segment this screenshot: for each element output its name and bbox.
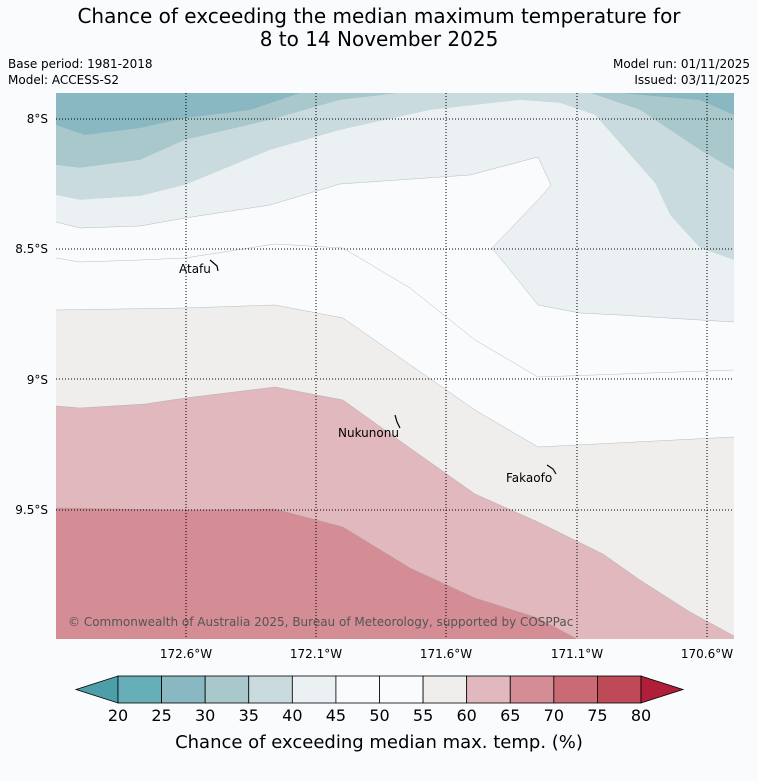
colorbar-segment: [204, 675, 250, 704]
graticule: [56, 93, 734, 639]
atoll-markers: [209, 259, 557, 475]
lon-label-171-6: 171.6°W: [420, 647, 472, 661]
nukunonu-marker: [394, 414, 401, 429]
colorbar-tick-label: 60: [456, 706, 476, 725]
lon-label-171-1: 171.1°W: [551, 647, 603, 661]
colorbar-tick-label: 30: [195, 706, 215, 725]
lon-label-172-6: 172.6°W: [160, 647, 212, 661]
band-40-45: [56, 100, 734, 322]
place-label-atafu: Atafu: [179, 262, 211, 276]
meta-right: Model run: 01/11/2025 Issued: 03/11/2025: [613, 56, 750, 88]
base-period: Base period: 1981-2018: [8, 57, 153, 71]
colorbar-tick-label: 75: [587, 706, 607, 725]
colorbar-tick-label: 80: [631, 706, 651, 725]
colorbar-segment: [379, 675, 424, 704]
atafu-marker: [209, 259, 219, 272]
colorbar-over-arrow: [640, 675, 685, 704]
place-label-fakaofo: Fakaofo: [506, 471, 552, 485]
copyright-text: © Commonwealth of Australia 2025, Bureau…: [68, 615, 573, 629]
lon-label-172-1: 172.1°W: [290, 647, 342, 661]
band-25-30: [56, 93, 734, 135]
colorbar-segment: [509, 675, 555, 704]
colorbar-segment: [248, 675, 293, 704]
colorbar-segment: [291, 675, 337, 704]
colorbar-tick-label: 55: [413, 706, 433, 725]
colorbar-tick-label: 40: [282, 706, 302, 725]
colorbar-segment: [422, 675, 468, 704]
colorbar-tick-label: 25: [151, 706, 171, 725]
colorbar-segment: [597, 675, 642, 704]
fakaofo-marker: [546, 464, 557, 475]
lat-label-9: 9°S: [27, 373, 48, 387]
title-line-2: 8 to 14 November 2025: [259, 27, 499, 51]
lon-label-170-6: 170.6°W: [681, 647, 733, 661]
colorbar-label: Chance of exceeding median max. temp. (%…: [175, 732, 583, 753]
model-name: Model: ACCESS-S2: [8, 73, 120, 87]
colorbar-tick-label: 45: [326, 706, 346, 725]
colorbar-segment: [553, 675, 598, 704]
colorbar-segment: [117, 675, 162, 704]
lat-label-9-5: 9.5°S: [15, 503, 48, 517]
colorbar-segment: [466, 675, 511, 704]
colorbar-tick-label: 70: [544, 706, 564, 725]
contour-fills: [56, 93, 734, 639]
chart-title: Chance of exceeding the median maximum t…: [0, 5, 758, 51]
colorbar-tick-label: 20: [108, 706, 128, 725]
colorbar-tick-label: 65: [500, 706, 520, 725]
lat-label-8-5: 8.5°S: [15, 242, 48, 256]
colorbar: 20 25 30 35 40 45 50 55 60 65 70 75 80: [74, 675, 685, 725]
colorbar-tick-label: 50: [369, 706, 389, 725]
title-line-1: Chance of exceeding the median maximum t…: [77, 4, 681, 28]
model-run: Model run: 01/11/2025: [612, 57, 750, 71]
colorbar-segment: [335, 675, 380, 704]
place-label-nukunonu: Nukunonu: [338, 426, 399, 440]
colorbar-under-arrow: [74, 675, 119, 704]
colorbar-segment: [161, 675, 206, 704]
band-35-40: [56, 93, 734, 260]
lat-label-8: 8°S: [27, 112, 48, 126]
issued-date: Issued: 03/11/2025: [634, 73, 750, 87]
colorbar-tick-label: 35: [239, 706, 259, 725]
meta-left: Base period: 1981-2018 Model: ACCESS-S2: [8, 56, 153, 88]
